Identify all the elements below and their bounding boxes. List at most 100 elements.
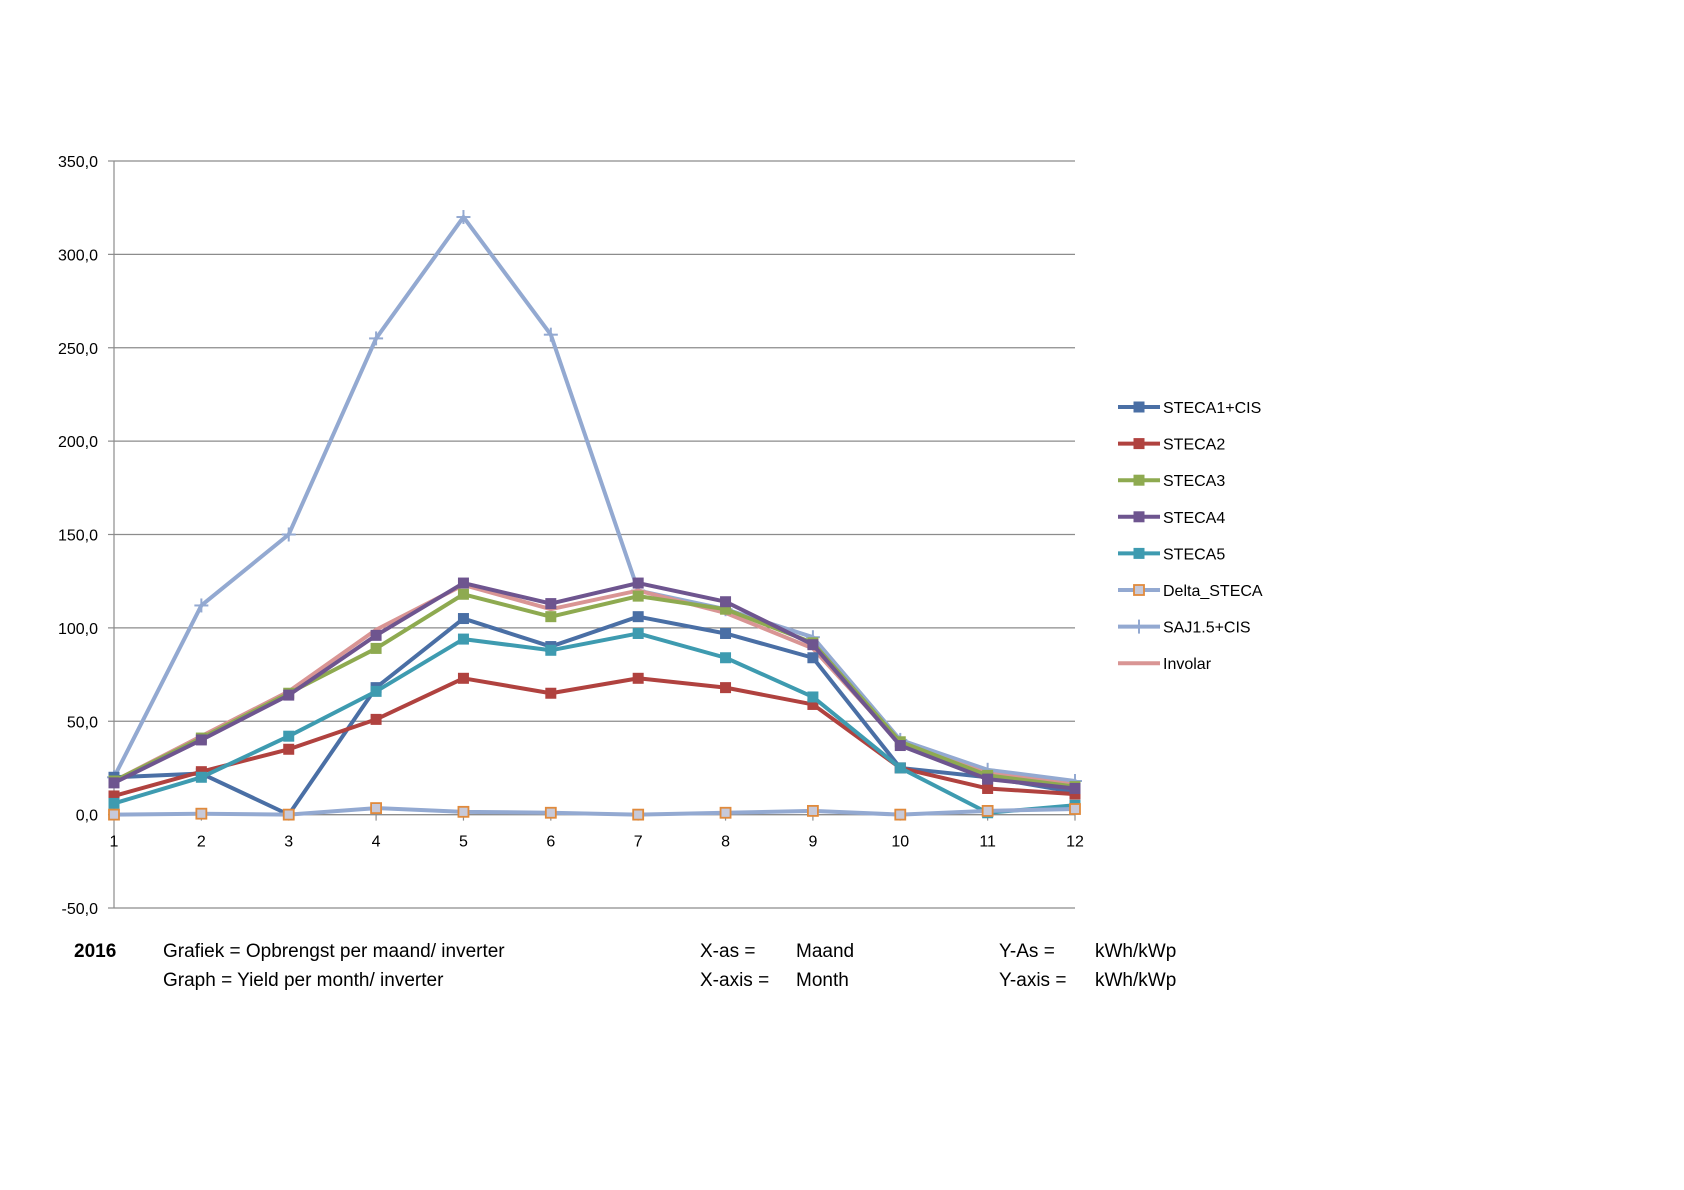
series-line xyxy=(112,631,1077,815)
data-point xyxy=(981,804,994,817)
data-point xyxy=(982,773,994,785)
legend-item: STECA1+CIS xyxy=(1118,400,1261,417)
series-line xyxy=(112,581,1077,791)
caption-xaxis-nl: X-as = xyxy=(700,941,756,962)
data-point xyxy=(894,740,906,752)
data-point xyxy=(457,577,469,589)
data-point xyxy=(370,685,382,697)
data-point xyxy=(283,730,295,742)
y-tick-label: 0,0 xyxy=(76,808,98,825)
x-tick-label: 2 xyxy=(197,834,206,851)
series-steca3 xyxy=(108,588,1081,793)
series-saj1-5-cis xyxy=(107,210,1082,789)
data-point xyxy=(894,808,907,821)
legend-label: STECA3 xyxy=(1163,473,1225,490)
data-point xyxy=(457,588,469,600)
x-tick-label: 4 xyxy=(372,834,381,851)
data-point xyxy=(544,806,557,819)
caption-yaxis-en: Y-axis = xyxy=(999,970,1067,991)
data-point xyxy=(456,210,471,225)
data-point xyxy=(807,639,819,651)
x-tick-label: 6 xyxy=(546,834,555,851)
y-tick-label: 200,0 xyxy=(58,434,98,451)
data-point xyxy=(545,611,557,623)
data-point xyxy=(1132,619,1146,634)
data-point xyxy=(195,771,207,783)
legend-item: Involar xyxy=(1118,656,1212,673)
data-point xyxy=(370,802,382,814)
series-line xyxy=(112,215,1077,784)
y-tick-label: 350,0 xyxy=(58,154,98,171)
y-tick-label: 300,0 xyxy=(58,247,98,264)
x-tick-label: 7 xyxy=(634,834,643,851)
data-point xyxy=(194,598,209,613)
data-point xyxy=(1133,474,1145,486)
y-tick-label: 100,0 xyxy=(58,621,98,638)
x-tick-label: 10 xyxy=(891,834,909,851)
series-steca4 xyxy=(108,577,1081,794)
data-point xyxy=(632,577,644,589)
legend-label: SAJ1.5+CIS xyxy=(1163,620,1251,637)
caption-xval-en: Month xyxy=(796,970,849,991)
legend-item: STECA2 xyxy=(1118,437,1225,454)
caption-yaxis-nl: Y-As = xyxy=(999,941,1055,962)
x-tick-label: 8 xyxy=(721,834,730,851)
data-point xyxy=(720,682,732,694)
data-point xyxy=(195,807,208,820)
legend-label: STECA2 xyxy=(1163,437,1225,454)
series-group xyxy=(107,210,1082,821)
legend-item: Delta_STECA xyxy=(1118,583,1263,600)
data-point xyxy=(457,633,469,645)
data-point xyxy=(982,782,994,794)
data-point xyxy=(370,642,382,654)
caption-graph-en: Graph = Yield per month/ inverter xyxy=(163,970,444,991)
x-tick-label: 11 xyxy=(979,834,996,851)
legend-label: STECA4 xyxy=(1163,510,1225,527)
data-point xyxy=(807,691,819,703)
series-line xyxy=(112,676,1077,798)
data-point xyxy=(369,331,384,346)
data-point xyxy=(108,808,120,821)
series-steca5 xyxy=(108,627,1081,819)
data-point xyxy=(1133,401,1145,413)
y-axis-ticks: -50,0 0,0 50,0 100,0 150,0 200,0 250,0 300,0 350… xyxy=(58,154,114,918)
data-point xyxy=(1133,511,1145,523)
y-tick-label: 250,0 xyxy=(58,341,98,358)
caption-yval-en: kWh/kWp xyxy=(1095,970,1177,991)
series-delta-steca xyxy=(108,802,1081,821)
data-point xyxy=(719,806,732,819)
legend-label: Delta_STECA xyxy=(1163,583,1263,600)
data-point xyxy=(720,596,732,608)
legend-label: STECA1+CIS xyxy=(1163,400,1261,417)
data-point xyxy=(720,652,732,664)
x-tick-label: 3 xyxy=(284,834,293,851)
x-tick-label: 9 xyxy=(808,834,817,851)
data-point xyxy=(281,527,296,542)
data-point xyxy=(545,598,557,610)
data-point xyxy=(632,611,644,623)
data-point xyxy=(283,689,295,701)
data-point xyxy=(108,777,120,789)
legend-item: STECA5 xyxy=(1118,546,1225,563)
x-tick-label: 1 xyxy=(110,834,119,851)
legend-item: SAJ1.5+CIS xyxy=(1118,619,1251,637)
data-point xyxy=(632,590,644,602)
data-point xyxy=(543,327,558,342)
data-point xyxy=(1133,438,1145,450)
data-point xyxy=(108,797,120,809)
data-point xyxy=(457,805,470,818)
data-point xyxy=(632,808,645,821)
x-tick-label: 5 xyxy=(459,834,468,851)
data-point xyxy=(545,644,557,656)
data-point xyxy=(457,613,469,625)
data-point xyxy=(1133,584,1145,596)
x-tick-label: 12 xyxy=(1066,834,1084,851)
data-point xyxy=(807,804,819,817)
data-point xyxy=(457,672,469,684)
legend-label: STECA5 xyxy=(1163,546,1225,563)
data-point xyxy=(807,652,819,664)
y-tick-label: 50,0 xyxy=(67,714,98,731)
caption-yval-nl: kWh/kWp xyxy=(1095,941,1177,962)
caption-year: 2016 xyxy=(74,941,117,962)
y-tick-label: 150,0 xyxy=(58,528,98,545)
